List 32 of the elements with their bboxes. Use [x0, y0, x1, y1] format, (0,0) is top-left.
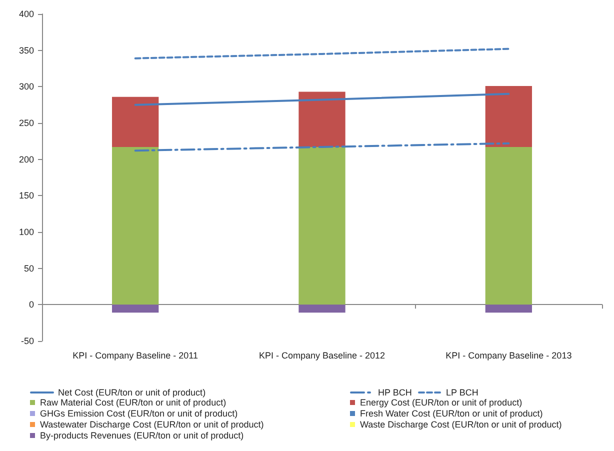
bar: [298, 92, 346, 147]
legend-label: Wastewater Discharge Cost (EUR/ton or unit of product): [40, 420, 264, 430]
x-tick-label: KPI - Company Baseline - 2013: [446, 350, 572, 360]
y-tick-label: 350: [18, 45, 34, 56]
bar: [485, 86, 532, 147]
y-tick-label: 150: [18, 190, 34, 201]
bar: [298, 304, 346, 313]
x-tick-label: KPI - Company Baseline - 2011: [72, 350, 198, 360]
y-tick-label: 400: [18, 9, 34, 19]
legend-label: By-products Revenues (EUR/ton or unit of product): [40, 430, 244, 440]
x-tick-label: KPI - Company Baseline - 2012: [258, 350, 386, 360]
legend-label: Net Cost (EUR/ton or unit of product): [58, 388, 206, 398]
y-tick-label: 0: [28, 300, 34, 310]
legend-label: Fresh Water Cost (EUR/ton or unit of product): [360, 408, 543, 418]
legend-label: Raw Material Cost (EUR/ton or unit of product): [40, 398, 226, 408]
bar: [112, 96, 159, 147]
y-tick-label: 200: [18, 154, 34, 164]
bar: [112, 304, 159, 313]
legend-label: HP BCH: [378, 388, 412, 398]
y-tick-label: -50: [20, 336, 34, 346]
legend-label: Energy Cost (EUR/ton or unit of product): [360, 398, 522, 408]
legend-label: GHGs Emission Cost (EUR/ton or unit of product): [40, 408, 238, 418]
y-tick-label: 50: [24, 263, 34, 274]
y-tick-label: 100: [18, 227, 34, 237]
legend-label: Waste Discharge Cost (EUR/ton or unit of product): [360, 420, 562, 430]
legend-label: LP BCH: [446, 388, 478, 398]
bar: [485, 146, 532, 305]
bar: [112, 146, 159, 305]
y-tick-label: 300: [18, 82, 34, 92]
bar: [485, 304, 532, 313]
bar: [298, 146, 346, 305]
y-tick-label: 250: [18, 118, 34, 128]
